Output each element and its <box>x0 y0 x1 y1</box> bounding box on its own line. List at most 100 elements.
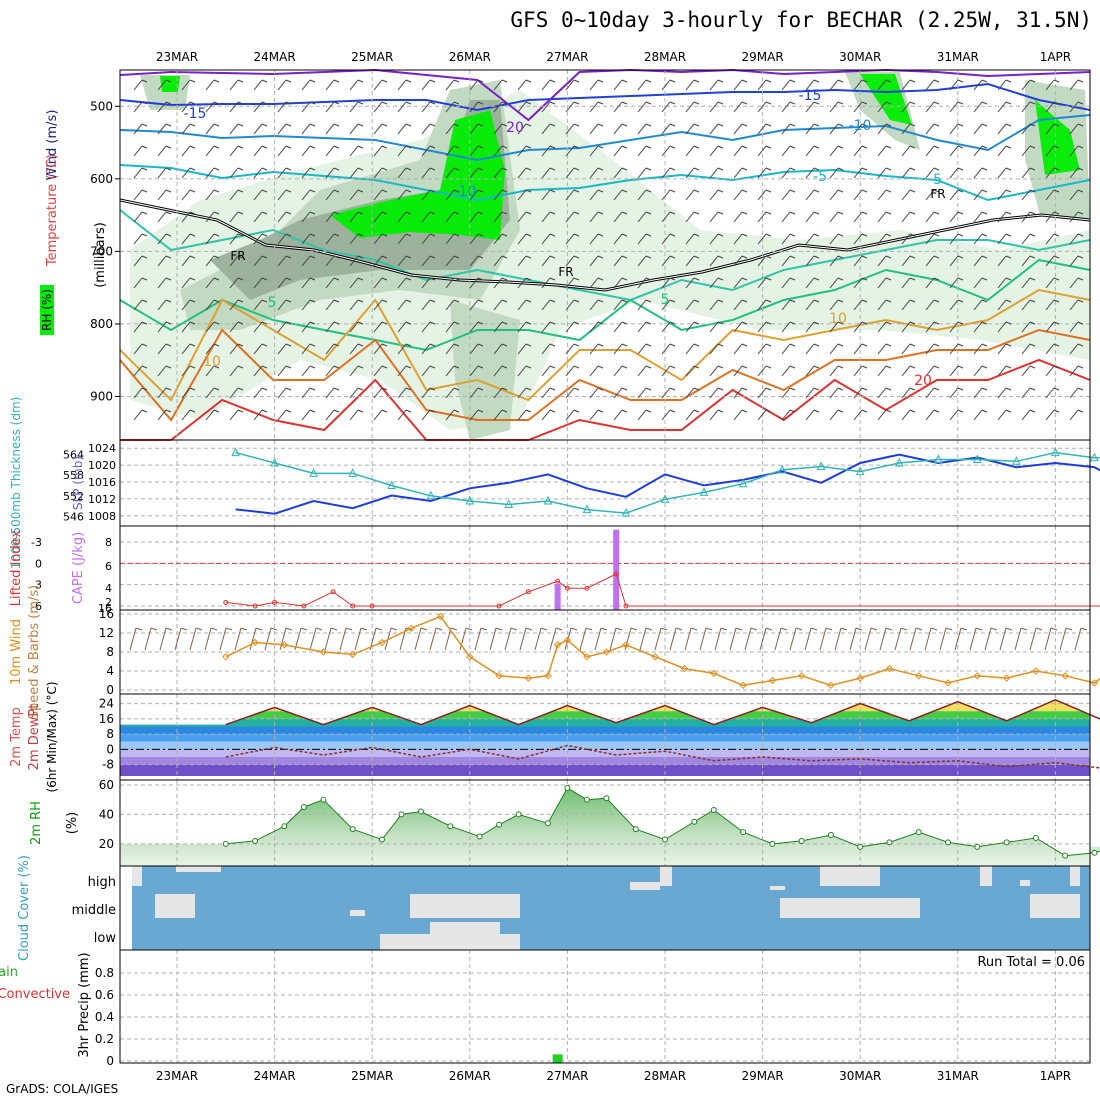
wind-barb-10m <box>210 627 218 631</box>
wind-barb <box>565 277 575 289</box>
wind-barb <box>381 409 388 413</box>
wind-barb <box>957 189 964 193</box>
wind-barb <box>517 189 527 201</box>
wind-barb <box>813 167 820 171</box>
y-tick-label: 900 <box>90 389 113 403</box>
wind-barb <box>645 365 652 369</box>
wind-barb <box>597 277 604 281</box>
wind-barb-10m <box>1014 627 1022 651</box>
wind-barb <box>813 233 820 237</box>
wind-barb <box>741 123 748 127</box>
temperature-band <box>120 711 1090 719</box>
wind-barb <box>885 365 892 369</box>
wind-barb <box>693 277 700 281</box>
wind-barb <box>829 189 839 201</box>
wind-barb <box>669 277 676 281</box>
wind-barb <box>1053 211 1060 215</box>
wind-barb <box>981 145 988 149</box>
thickness-point <box>777 464 787 474</box>
wind-barb <box>693 365 700 369</box>
wind-barb-10m <box>180 627 188 631</box>
wind-barb <box>261 79 268 83</box>
wind-barb <box>661 365 671 377</box>
rh-point <box>1062 852 1069 859</box>
wind-barb <box>885 189 892 193</box>
cape-tick-label: 8 <box>105 536 112 549</box>
wind-barb <box>301 365 311 377</box>
wind-barb <box>541 101 551 113</box>
wind-barb-10m <box>510 627 518 631</box>
wind-barb <box>165 189 172 193</box>
rh-tick-label: 60 <box>99 778 114 792</box>
wind-barb <box>1069 211 1079 223</box>
wind-barb <box>253 101 263 113</box>
wind-barb <box>1021 79 1031 91</box>
wind-barb <box>661 321 671 333</box>
wind-barb <box>573 299 580 303</box>
wind-barb <box>213 387 220 391</box>
temperature-color-bands <box>120 697 1090 776</box>
lifted-index-tick-label: 6 <box>35 600 42 613</box>
wind-barb <box>1069 101 1079 113</box>
wind-barb-10m <box>219 627 227 651</box>
x-tick-label-top: 23MAR <box>156 50 198 64</box>
wind-barb <box>445 277 455 289</box>
wind-barb <box>597 189 604 193</box>
wind-barb <box>333 101 340 105</box>
wind-barb <box>1077 365 1084 369</box>
wind-barb <box>501 277 508 281</box>
wind-barb <box>477 343 484 347</box>
wind-barb <box>669 365 676 369</box>
wind-barb <box>277 167 287 179</box>
wind-barb <box>229 123 239 135</box>
wind-barb <box>1045 277 1055 289</box>
wind-barb <box>1029 255 1036 259</box>
wind-barb-10m <box>519 627 527 651</box>
wind-barb <box>861 145 868 149</box>
wind-speed-point <box>1090 679 1099 687</box>
wind-barb <box>541 343 551 355</box>
y-tick-label: 800 <box>90 317 113 331</box>
wind-barb <box>141 101 148 105</box>
wind-barb <box>709 101 719 113</box>
wind-barb <box>789 343 796 347</box>
wind-barb <box>1021 255 1031 267</box>
wind-barb <box>1005 299 1012 303</box>
cloud-cover-gap <box>132 866 142 886</box>
wind-barb <box>469 365 479 377</box>
wind-barb <box>405 189 412 193</box>
wind-barb <box>741 321 748 325</box>
wind-barb <box>525 343 532 347</box>
temp-tick-label: 0 <box>106 742 114 756</box>
rh-point <box>769 840 776 847</box>
wind-barb-10m <box>804 627 812 651</box>
wind-barb <box>141 255 148 259</box>
wind-barb <box>925 321 935 333</box>
wind-barb <box>685 145 695 157</box>
wind-barb <box>285 255 292 259</box>
wind-barb <box>349 167 359 179</box>
cape-axis-label: CAPE (J/kg) <box>71 532 86 604</box>
wind-barb-10m <box>204 627 212 651</box>
thickness-point <box>543 495 553 505</box>
wind-barb <box>349 123 359 135</box>
wind-barb <box>741 79 748 83</box>
wind-barb <box>237 387 244 391</box>
wind-barb <box>973 255 983 267</box>
wind-barb <box>621 123 628 127</box>
slp-axis-label: SLP (mb) <box>71 456 85 510</box>
rh-point <box>544 820 551 827</box>
wind-barb <box>613 79 623 91</box>
wind-barb <box>549 299 556 303</box>
wind-barb <box>477 211 484 215</box>
wind-barb <box>765 101 772 105</box>
wind-barb <box>837 343 844 347</box>
lifted-index-panel-frame <box>119 525 1091 611</box>
lifted-index-line <box>225 573 1100 607</box>
wind-barb <box>157 79 167 91</box>
wind-barb <box>885 321 892 325</box>
x-tick-label-top: 24MAR <box>254 50 296 64</box>
wind-barb <box>253 365 263 377</box>
wind-barb <box>549 79 556 83</box>
wind-barb <box>1005 211 1012 215</box>
